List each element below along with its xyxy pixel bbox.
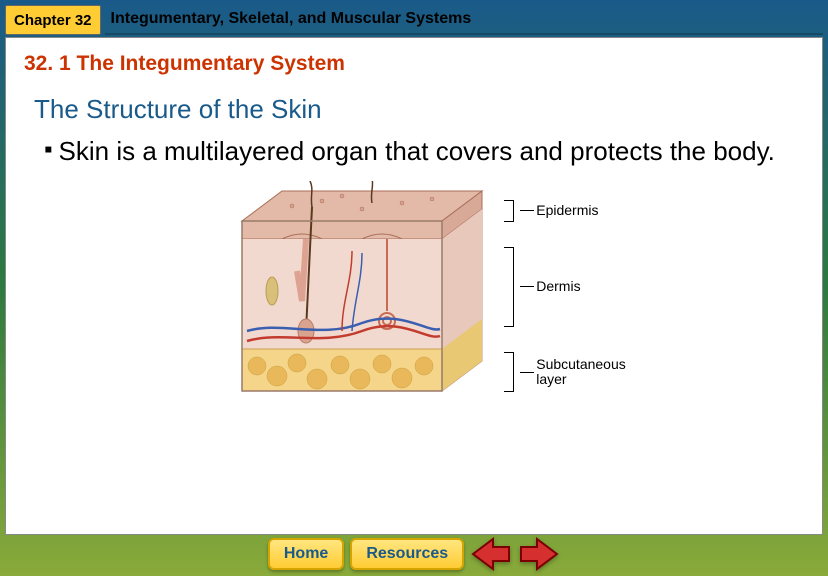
- label-dermis: Dermis: [504, 247, 626, 327]
- bullet-text: Skin is a multilayered organ that covers…: [59, 135, 775, 167]
- chapter-title-text: Integumentary, Skeletal, and Muscular Sy…: [111, 10, 472, 28]
- bullet-item: ▪ Skin is a multilayered organ that cove…: [44, 135, 804, 167]
- sub-heading: The Structure of the Skin: [34, 94, 804, 125]
- chapter-tab: Chapter 32: [5, 5, 101, 35]
- arrow-left-icon: [471, 537, 511, 571]
- label-subcutaneous: Subcutaneous layer: [504, 352, 626, 392]
- slide-content: 32. 1 The Integumentary System The Struc…: [5, 37, 823, 535]
- home-label: Home: [284, 545, 328, 562]
- next-arrow-button[interactable]: [518, 536, 560, 572]
- home-button[interactable]: Home: [268, 538, 344, 570]
- diagram-labels: Epidermis Dermis Subcutaneous layer: [502, 181, 626, 411]
- resources-button[interactable]: Resources: [350, 538, 464, 570]
- label-epidermis: Epidermis: [504, 200, 626, 222]
- prev-arrow-button[interactable]: [470, 536, 512, 572]
- bullet-icon: ▪: [44, 135, 53, 167]
- header-bar: Chapter 32 Integumentary, Skeletal, and …: [5, 5, 823, 35]
- arrow-right-icon: [519, 537, 559, 571]
- footer-nav: Home Resources: [0, 536, 828, 572]
- chapter-label: Chapter 32: [14, 12, 92, 29]
- section-heading: 32. 1 The Integumentary System: [24, 52, 804, 76]
- skin-diagram: Epidermis Dermis Subcutaneous layer: [24, 181, 804, 411]
- resources-label: Resources: [366, 545, 448, 562]
- skin-cross-section-svg: [202, 181, 502, 411]
- chapter-title-bar: Integumentary, Skeletal, and Muscular Sy…: [105, 5, 823, 35]
